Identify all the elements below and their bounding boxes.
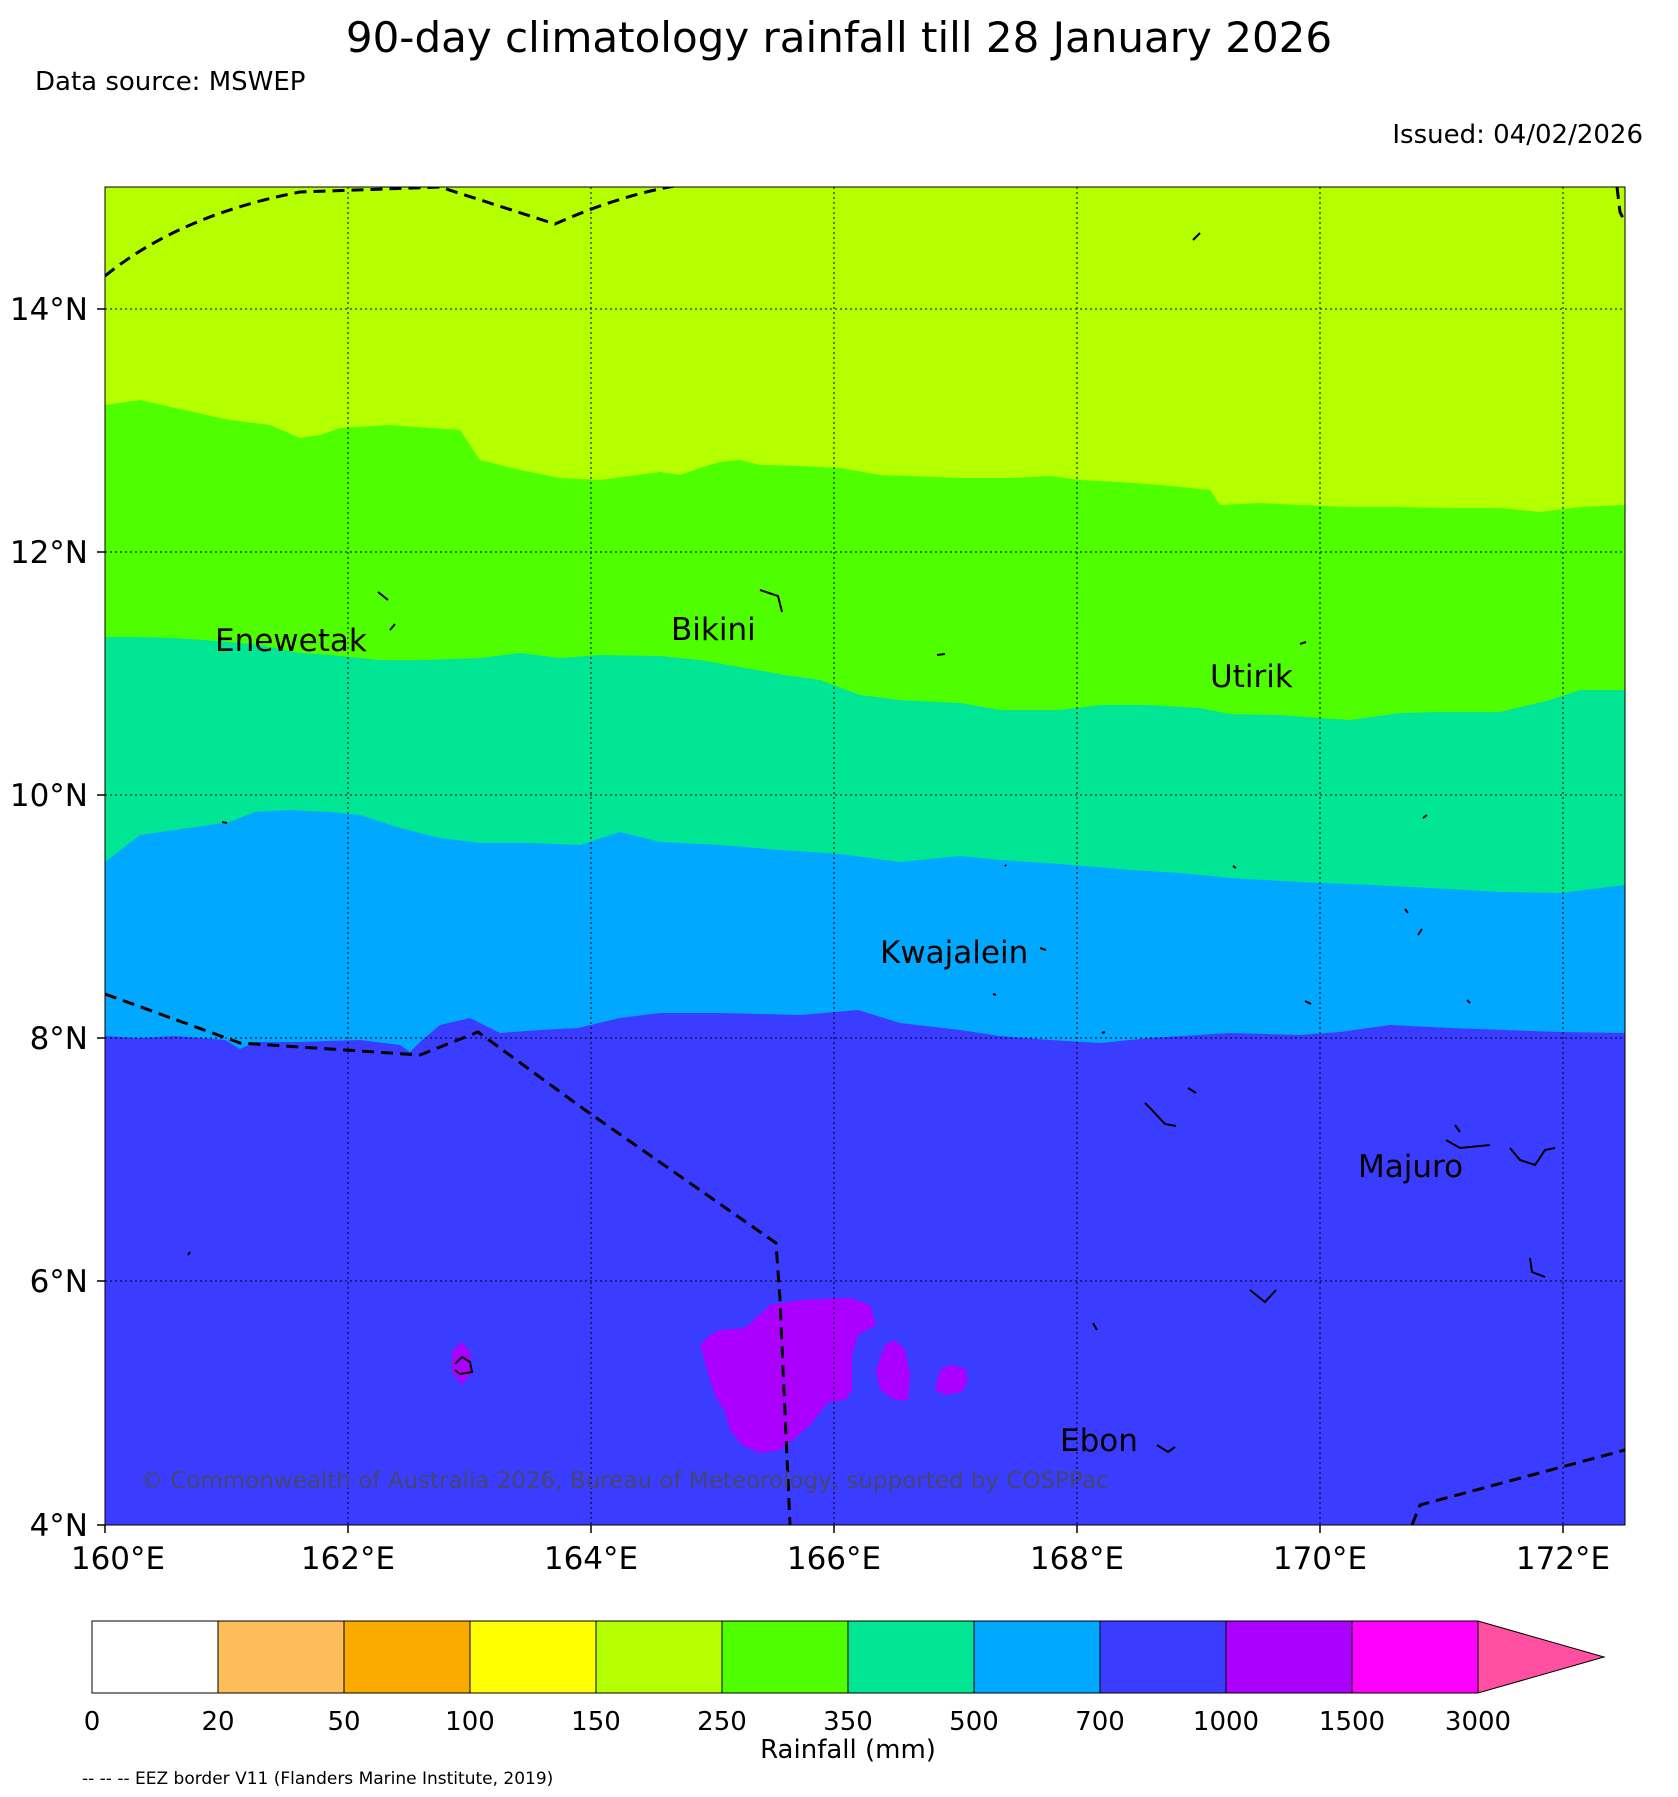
colorbar-tick-700: 700 [1075, 1707, 1125, 1737]
lon-label-160e: 160°E [71, 1541, 165, 1577]
colorbar-tick-150: 150 [571, 1707, 621, 1737]
colorbar-tick-50: 50 [327, 1707, 360, 1737]
arno-atoll-shape [1509, 1147, 1556, 1167]
colorbar-segment-100-150 [469, 1620, 597, 1694]
colorbar-tick-350: 350 [823, 1707, 873, 1737]
lat-label-10n: 10°N [10, 778, 88, 814]
eez-note: -- -- -- EEZ border V11 (Flanders Marine… [82, 1769, 553, 1789]
jaluit-atoll-shape [1249, 1289, 1277, 1304]
place-kwajalein: Kwajalein [880, 935, 1028, 971]
likiep-atoll-shape [1192, 232, 1201, 241]
place-labels: Enewetak Bikini Utirik Kwajalein Majuro … [215, 612, 1463, 1459]
colorbar-tick-1000: 1000 [1193, 1707, 1259, 1737]
colorbar-tick-500: 500 [949, 1707, 999, 1737]
enewetak-atoll-shape [377, 591, 396, 631]
colorbar-tick-1500: 1500 [1319, 1707, 1385, 1737]
graticule [105, 187, 1625, 1525]
ailinglaplap-atoll-shape [1187, 1087, 1197, 1094]
data-source: Data source: MSWEP [35, 67, 305, 97]
band-1000-1500-patch-east-2 [935, 1365, 968, 1395]
band-1000-1500-patch-west [452, 1342, 472, 1385]
colorbar-tick-100: 100 [445, 1707, 495, 1737]
colorbar-segment-700-1000 [1099, 1620, 1227, 1694]
namu-atoll-shape [1144, 1102, 1177, 1127]
lon-label-166e: 166°E [787, 1541, 881, 1577]
mili-atoll-shape [1529, 1257, 1546, 1278]
colorbar-segment-350-500 [847, 1620, 975, 1694]
lon-label-162e: 162°E [301, 1541, 395, 1577]
eez-border [105, 187, 1625, 1525]
copyright-note: © Commonwealth of Australia 2026, Bureau… [140, 1468, 1109, 1494]
atoll-outlines [187, 232, 1556, 1454]
colorbar-segment-20-50 [217, 1620, 345, 1694]
lat-label-4n: 4°N [30, 1508, 88, 1544]
issued-date: Issued: 04/02/2026 [1392, 120, 1643, 150]
lon-label-170e: 170°E [1273, 1541, 1367, 1577]
map-panel [104, 186, 1626, 1526]
colorbar-tick-0: 0 [84, 1707, 101, 1737]
colorbar-tick-250: 250 [697, 1707, 747, 1737]
lon-label-172e: 172°E [1516, 1541, 1610, 1577]
utirik-atoll-shape [1299, 641, 1307, 645]
colorbar-segment-1500-3000 [1351, 1620, 1479, 1694]
lon-label-164e: 164°E [544, 1541, 638, 1577]
colorbar-label: Rainfall (mm) [760, 1735, 936, 1765]
ebon-atoll-shape [1156, 1444, 1176, 1454]
colorbar: 0 20 50 100 150 250 350 500 700 1000 1500 3000 [84, 1620, 1606, 1737]
colorbar-segment-250-350 [721, 1620, 849, 1694]
colorbar-extend-arrow [1477, 1620, 1606, 1694]
place-enewetak: Enewetak [215, 623, 367, 659]
latitude-axis: 14°N 12°N 10°N 8°N 6°N 4°N [10, 292, 105, 1544]
colorbar-segment-500-700 [973, 1620, 1101, 1694]
majuro-atoll-shape [1445, 1139, 1491, 1150]
small-islets-east [1304, 814, 1471, 1133]
lat-label-6n: 6°N [30, 1264, 88, 1300]
band-150-250 [105, 187, 1625, 512]
small-islet-west [187, 821, 228, 1256]
lat-label-12n: 12°N [10, 535, 88, 571]
map-frame [104, 186, 1626, 1526]
colorbar-tick-3000: 3000 [1445, 1707, 1511, 1737]
colorbar-segment-50-100 [343, 1620, 471, 1694]
place-bikini: Bikini [671, 612, 756, 648]
lat-label-14n: 14°N [10, 292, 88, 328]
place-ebon: Ebon [1060, 1423, 1138, 1459]
colorbar-segment-150-250 [595, 1620, 723, 1694]
lon-label-168e: 168°E [1030, 1541, 1124, 1577]
place-majuro: Majuro [1358, 1149, 1463, 1185]
map-title: 90-day climatology rainfall till 28 Janu… [346, 13, 1332, 62]
band-1000-1500-patch-main [700, 1298, 876, 1453]
colorbar-tick-20: 20 [201, 1707, 234, 1737]
place-utirik: Utirik [1210, 659, 1293, 695]
colorbar-segment-0-20 [91, 1620, 219, 1694]
colorbar-segment-1000-1500 [1225, 1620, 1353, 1694]
longitude-axis: 160°E 162°E 164°E 166°E 168°E 170°E 172°… [71, 1525, 1610, 1577]
band-1000-1500-patch-east-1 [876, 1340, 910, 1400]
kwajalein-atoll-shape [1039, 947, 1047, 951]
kosrae-island-shape [454, 1355, 474, 1376]
rongelap-atoll-shape [936, 653, 946, 656]
bikini-atoll-shape [759, 589, 783, 613]
small-islets-central [992, 864, 1237, 1331]
lat-label-8n: 8°N [30, 1021, 88, 1057]
